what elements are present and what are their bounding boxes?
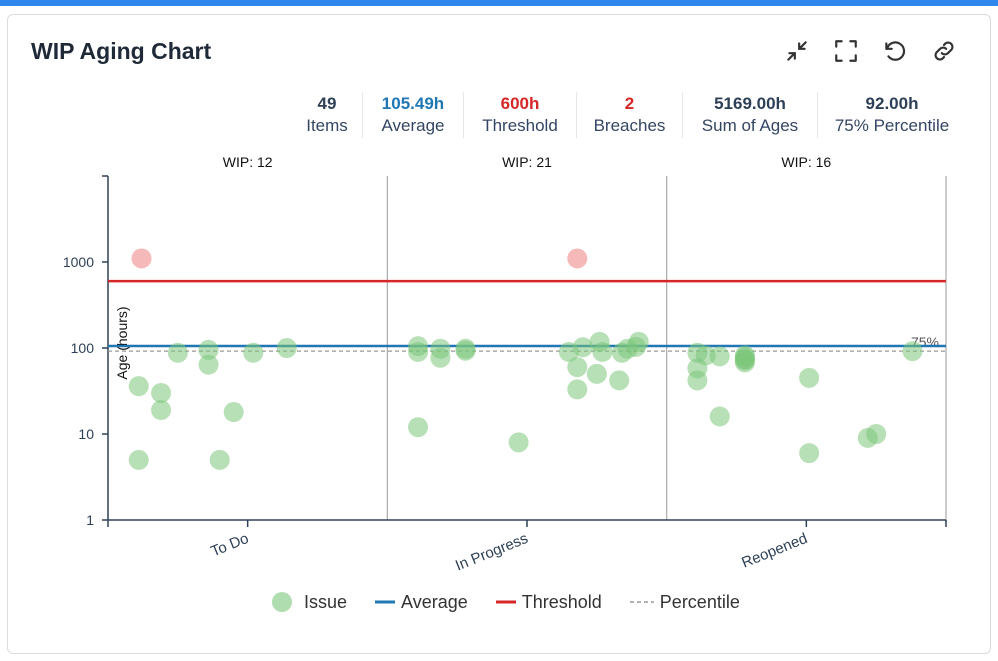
- stat-average-value: 105.49h: [381, 93, 445, 113]
- header-actions: [782, 36, 959, 66]
- stats-bar: 49 Items 105.49h Average 600h Threshold …: [292, 92, 966, 138]
- stat-sum-label: Sum of Ages: [701, 115, 799, 135]
- collapse-icon[interactable]: [782, 36, 812, 66]
- chart-legend: Issue Average Threshold Percentile: [270, 590, 740, 614]
- stat-threshold-label: Threshold: [482, 115, 558, 135]
- stat-average-label: Average: [381, 115, 445, 135]
- stat-breaches-value: 2: [624, 93, 635, 113]
- stat-average: 105.49h Average: [363, 92, 464, 138]
- legend-average-marker: [375, 600, 396, 604]
- top-accent-bar: [0, 0, 998, 6]
- stat-items-label: Items: [306, 115, 348, 135]
- legend-issue-label: Issue: [304, 591, 348, 612]
- stat-percentile-label: 75% Percentile: [834, 115, 950, 135]
- stat-breaches: 2 Breaches: [577, 92, 683, 138]
- stat-sum-value: 5169.00h: [714, 93, 786, 113]
- chart-card: [7, 14, 991, 654]
- legend-average-label: Average: [401, 591, 468, 612]
- stat-threshold: 600h Threshold: [464, 92, 577, 138]
- stat-sum-of-ages: 5169.00h Sum of Ages: [683, 92, 818, 138]
- legend-percentile-marker: [629, 601, 654, 603]
- stat-percentile: 92.00h 75% Percentile: [818, 92, 966, 138]
- page-title: WIP Aging Chart: [31, 38, 212, 64]
- link-icon[interactable]: [929, 36, 959, 66]
- legend-threshold-label: Threshold: [521, 591, 602, 612]
- stat-items-value: 49: [317, 93, 337, 113]
- legend-percentile-label: Percentile: [659, 591, 740, 612]
- stat-breaches-label: Breaches: [593, 115, 666, 135]
- legend-item-average[interactable]: Average: [375, 592, 468, 613]
- stat-percentile-value: 92.00h: [865, 93, 919, 113]
- stat-items: 49 Items: [292, 92, 363, 138]
- stat-threshold-value: 600h: [500, 93, 540, 113]
- legend-item-percentile[interactable]: Percentile: [629, 591, 740, 613]
- fullscreen-icon[interactable]: [831, 36, 861, 66]
- legend-threshold-marker: [495, 600, 516, 604]
- refresh-icon[interactable]: [880, 36, 910, 66]
- legend-issue-marker: [272, 592, 292, 612]
- legend-item-threshold[interactable]: Threshold: [495, 591, 602, 613]
- legend-item-issue[interactable]: Issue: [270, 590, 347, 614]
